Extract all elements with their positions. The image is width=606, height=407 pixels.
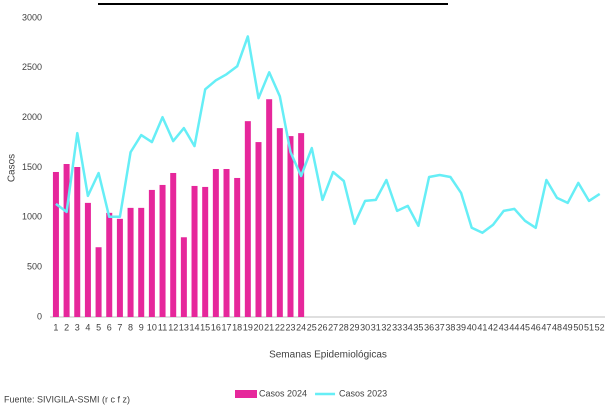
x-tick-label: 27 [328, 322, 338, 332]
legend-label: Casos 2023 [339, 388, 387, 398]
x-tick-label: 18 [232, 322, 242, 332]
x-tick-label: 14 [190, 322, 200, 332]
bar [106, 212, 113, 317]
source: Fuente: SIVIGILA-SSMI (r c f z) [4, 394, 130, 404]
x-tick-label: 49 [563, 322, 573, 332]
y-tick-label: 1500 [22, 162, 42, 172]
x-tick-label: 38 [445, 322, 455, 332]
y-tick-label: 500 [27, 262, 42, 272]
bar [212, 168, 219, 317]
x-tick-label: 5 [96, 322, 101, 332]
x-tick-label: 39 [456, 322, 466, 332]
bar [52, 171, 59, 317]
bar [244, 121, 251, 317]
bar [191, 185, 198, 317]
x-tick-label: 34 [403, 322, 413, 332]
x-tick-label: 12 [168, 322, 178, 332]
x-tick-label: 20 [253, 322, 263, 332]
bar [63, 164, 70, 317]
legend-swatch [235, 390, 257, 398]
x-tick-label: 13 [179, 322, 189, 332]
x-tick-label: 33 [392, 322, 402, 332]
bar [127, 207, 134, 317]
y-tick-label: 1000 [22, 212, 42, 222]
x-tick-label: 7 [117, 322, 122, 332]
x-tick-label: 8 [128, 322, 133, 332]
bar [159, 184, 166, 317]
bar [255, 142, 262, 317]
x-tick-label: 15 [200, 322, 210, 332]
bar [84, 202, 91, 317]
bar [148, 189, 155, 317]
x-tick-label: 37 [435, 322, 445, 332]
x-axis-label: Semanas Epidemiológicas [269, 350, 387, 361]
y-tick-label: 3000 [22, 12, 42, 22]
x-tick-label: 31 [371, 322, 381, 332]
x-tick-label: 43 [499, 322, 509, 332]
x-tick-label: 51 [584, 322, 594, 332]
x-tick-label: 29 [349, 322, 359, 332]
legend-label: Casos 2024 [259, 388, 307, 398]
x-tick-label: 44 [509, 322, 519, 332]
x-tick-label: 28 [339, 322, 349, 332]
bar [116, 218, 123, 317]
x-tick-label: 24 [296, 322, 306, 332]
x-tick-label: 3 [75, 322, 80, 332]
bar [234, 177, 241, 317]
bar [138, 207, 145, 317]
bar [202, 186, 209, 317]
bar [287, 136, 294, 317]
x-tick-label: 25 [307, 322, 317, 332]
x-tick-label: 47 [541, 322, 551, 332]
x-tick-label: 40 [467, 322, 477, 332]
x-tick-label: 46 [531, 322, 541, 332]
bar [266, 99, 273, 317]
x-tick-label: 11 [158, 322, 167, 332]
y-tick-label: 0 [37, 311, 42, 321]
bar [276, 128, 283, 317]
x-tick-label: 41 [477, 322, 487, 332]
x-tick-label: 10 [147, 322, 157, 332]
bar [298, 133, 305, 317]
x-tick-label: 22 [275, 322, 285, 332]
x-tick-label: 19 [243, 322, 253, 332]
bar [95, 247, 102, 317]
x-tick-label: 9 [139, 322, 144, 332]
bar [170, 172, 177, 317]
x-tick-label: 36 [424, 322, 434, 332]
x-tick-label: 4 [85, 322, 90, 332]
bar [74, 167, 81, 317]
y-tick-label: 2000 [22, 112, 42, 122]
bar [180, 237, 187, 317]
y-axis-label: Casos [7, 154, 18, 182]
x-tick-label: 1 [53, 322, 58, 332]
x-tick-label: 32 [381, 322, 391, 332]
x-tick-label: 35 [413, 322, 423, 332]
line [55, 35, 601, 235]
x-tick-label: 21 [264, 322, 274, 332]
x-tick-label: 42 [488, 322, 498, 332]
x-tick-label: 23 [285, 322, 295, 332]
x-tick-label: 48 [552, 322, 562, 332]
y-tick-label: 2500 [22, 62, 42, 72]
bar [223, 168, 230, 317]
x-tick-label: 52 [595, 322, 605, 332]
x-tick-label: 17 [222, 322, 232, 332]
x-tick-label: 2 [64, 322, 69, 332]
x-tick-label: 16 [211, 322, 221, 332]
x-tick-label: 50 [573, 322, 583, 332]
x-tick-label: 26 [317, 322, 327, 332]
x-tick-label: 30 [360, 322, 370, 332]
x-tick-label: 45 [520, 322, 530, 332]
x-tick-label: 6 [107, 322, 112, 332]
